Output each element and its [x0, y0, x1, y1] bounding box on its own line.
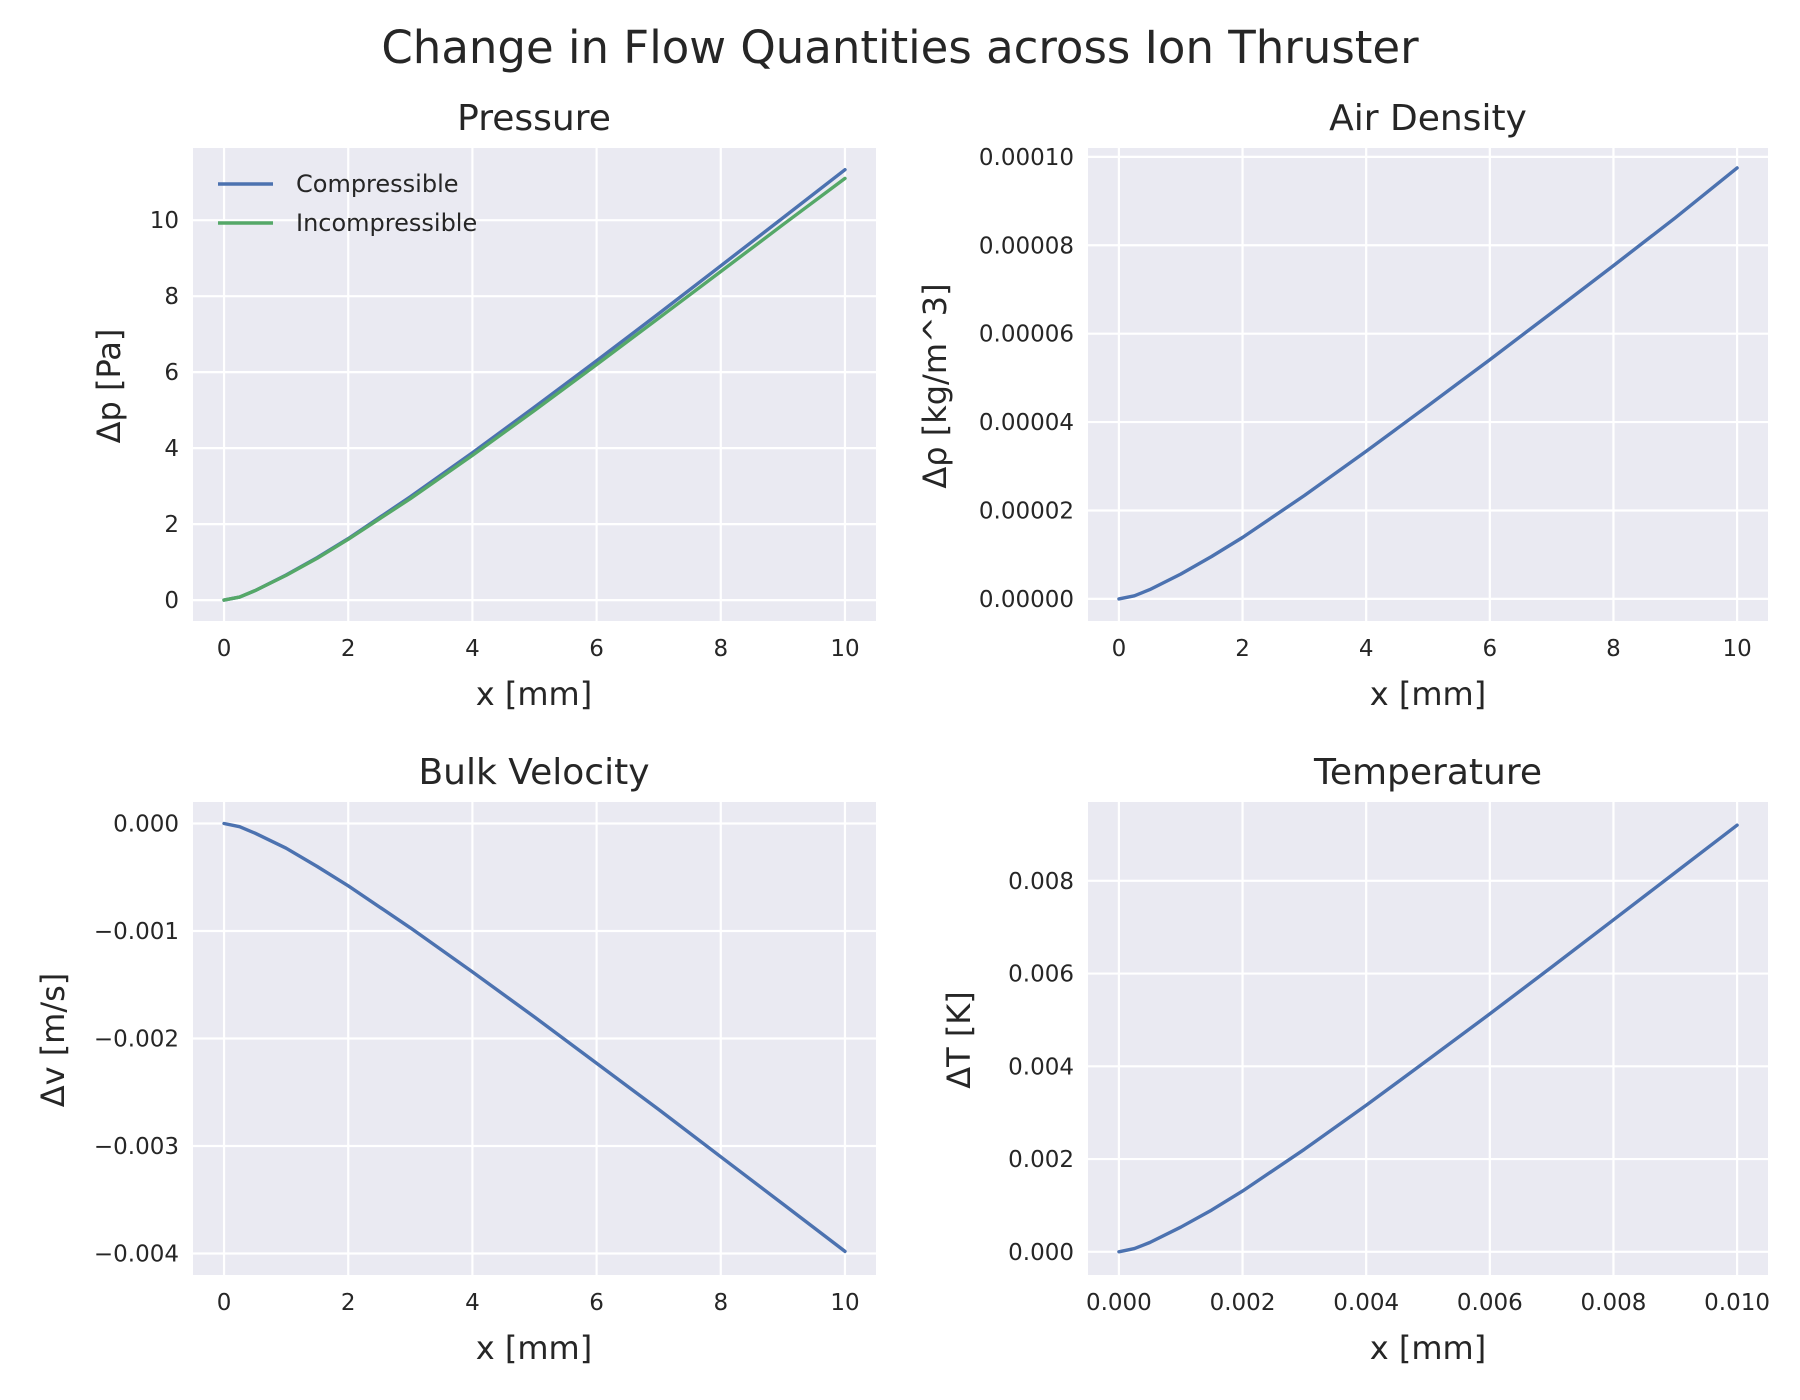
- bulk-velocity-xtick-label: 4: [465, 1290, 480, 1316]
- bulk-velocity-ytick-label: −0.004: [94, 1242, 179, 1268]
- pressure-legend-label: Incompressible: [296, 209, 477, 237]
- temperature-ytick-label: 0.006: [1008, 962, 1074, 988]
- pressure-xtick-label: 4: [465, 636, 480, 662]
- bulk-velocity-ylabel: Δv [m/s]: [34, 973, 72, 1108]
- pressure-xtick-label: 8: [713, 636, 728, 662]
- bulk-velocity-ytick-label: −0.003: [94, 1134, 179, 1160]
- temperature-xlabel: x [mm]: [1370, 1329, 1486, 1367]
- air-density-ytick-label: 0.00008: [979, 233, 1074, 259]
- pressure-xtick-label: 10: [830, 636, 859, 662]
- air-density-ytick-label: 0.00004: [979, 410, 1074, 436]
- air-density-ytick-label: 0.00002: [979, 498, 1074, 524]
- air-density-xtick-label: 0: [1112, 636, 1127, 662]
- pressure-ytick-label: 8: [164, 284, 179, 310]
- bulk-velocity-panel: 0 2 4 6 8 10 0.000 −0.001 −0.002 −0.003 −0.004 Bul…: [34, 752, 876, 1367]
- pressure-ytick-label: 0: [164, 588, 179, 614]
- air-density-panel: 0 2 4 6 8 10 0.00000 0.00002 0.00004 0.00006 0.000…: [916, 98, 1768, 713]
- temperature-ytick-label: 0.000: [1008, 1240, 1074, 1266]
- pressure-xtick-label: 2: [341, 636, 356, 662]
- air-density-xlabel: x [mm]: [1370, 675, 1486, 713]
- pressure-xtick-label: 6: [589, 636, 604, 662]
- figure-suptitle: Change in Flow Quantities across Ion Thr…: [381, 21, 1419, 74]
- pressure-plot-area: [193, 148, 876, 621]
- temperature-series-line: [1117, 823, 1739, 1254]
- temperature-xtick-label: 0.006: [1457, 1290, 1523, 1316]
- pressure-panel: 0 2 4 6 8 10 0 2 4 6 8 10 Pressure x [mm] Δp [Pa] C…: [90, 98, 876, 713]
- air-density-xtick-label: 6: [1482, 636, 1497, 662]
- pressure-ylabel: Δp [Pa]: [90, 329, 128, 444]
- bulk-velocity-xlabel: x [mm]: [476, 1329, 592, 1367]
- bulk-velocity-ytick-label: −0.001: [94, 919, 179, 945]
- bulk-velocity-ytick-label: 0.000: [113, 812, 179, 838]
- pressure-ytick-label: 4: [164, 436, 179, 462]
- pressure-ytick-label: 10: [150, 208, 179, 234]
- temperature-xtick-label: 0.002: [1210, 1290, 1276, 1316]
- bulk-velocity-xtick-label: 6: [589, 1290, 604, 1316]
- pressure-ytick-label: 6: [164, 360, 179, 386]
- pressure-title: Pressure: [457, 98, 611, 139]
- temperature-plot-area: [1088, 802, 1768, 1275]
- bulk-velocity-xtick-label: 10: [830, 1290, 859, 1316]
- air-density-xtick-label: 10: [1722, 636, 1751, 662]
- air-density-xtick-label: 8: [1606, 636, 1621, 662]
- air-density-ylabel: Δρ [kg/m^3]: [916, 283, 954, 488]
- pressure-xtick-label: 0: [217, 636, 232, 662]
- temperature-ytick-label: 0.002: [1008, 1147, 1074, 1173]
- temperature-ytick-label: 0.008: [1008, 869, 1074, 895]
- temperature-panel: 0.000 0.002 0.004 0.006 0.008 0.010 0.000 0.002…: [940, 752, 1770, 1367]
- air-density-series-line: [1117, 166, 1739, 601]
- air-density-ytick-label: 0.00010: [979, 145, 1074, 171]
- bulk-velocity-xtick-label: 2: [341, 1290, 356, 1316]
- bulk-velocity-xtick-label: 0: [217, 1290, 232, 1316]
- pressure-xlabel: x [mm]: [476, 675, 592, 713]
- bulk-velocity-title: Bulk Velocity: [418, 752, 649, 793]
- air-density-ytick-label: 0.00000: [979, 587, 1074, 613]
- bulk-velocity-xtick-label: 8: [713, 1290, 728, 1316]
- air-density-plot-area: [1088, 148, 1768, 621]
- temperature-xtick-label: 0.004: [1333, 1290, 1399, 1316]
- temperature-ylabel: ΔT [K]: [940, 991, 978, 1089]
- air-density-title: Air Density: [1329, 98, 1527, 139]
- temperature-xtick-label: 0.000: [1086, 1290, 1152, 1316]
- temperature-xtick-label: 0.008: [1581, 1290, 1647, 1316]
- temperature-title: Temperature: [1313, 752, 1542, 793]
- air-density-xtick-label: 4: [1359, 636, 1374, 662]
- bulk-velocity-series-line: [222, 821, 847, 1254]
- temperature-ytick-label: 0.004: [1008, 1054, 1074, 1080]
- bulk-velocity-ytick-label: −0.002: [94, 1027, 179, 1053]
- pressure-ytick-label: 2: [164, 512, 179, 538]
- pressure-legend-label: Compressible: [296, 170, 459, 198]
- air-density-ytick-label: 0.00006: [979, 322, 1074, 348]
- air-density-xtick-label: 2: [1235, 636, 1250, 662]
- pressure-series-line: [222, 176, 847, 602]
- temperature-xtick-label: 0.010: [1704, 1290, 1770, 1316]
